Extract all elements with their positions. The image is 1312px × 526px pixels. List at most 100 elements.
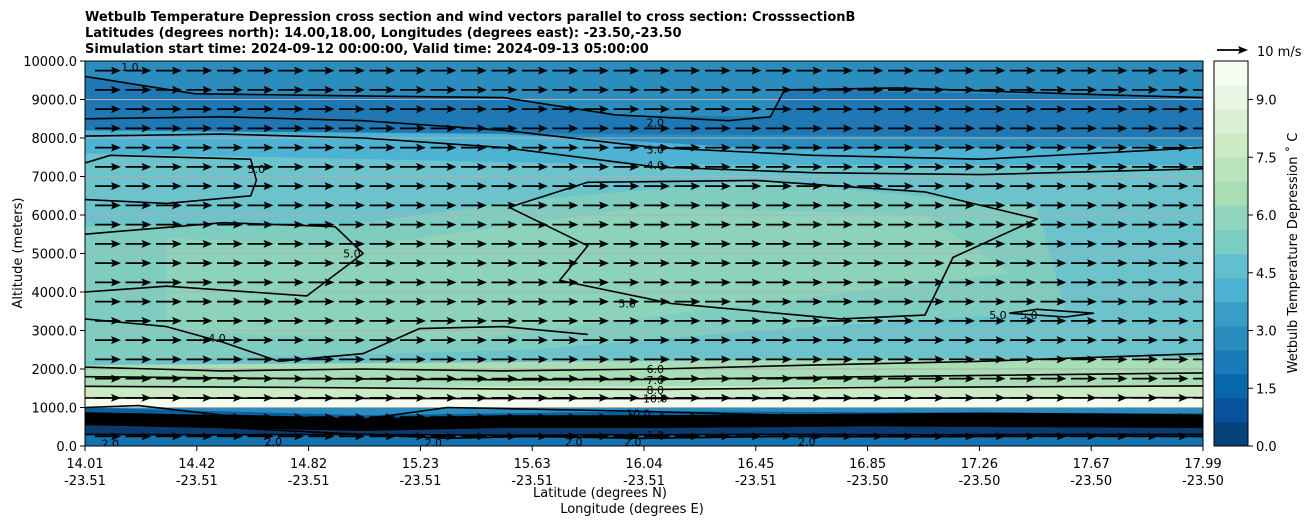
wind-vector-arrow-icon <box>1101 432 1128 441</box>
wind-vector-arrow-icon <box>766 201 792 210</box>
wind-vector-arrow-icon <box>522 201 548 210</box>
wind-vector-arrow-icon <box>125 201 152 210</box>
wind-vector-arrow-icon <box>125 124 152 133</box>
wind-vector-arrow-icon <box>1040 316 1067 325</box>
wind-vector-arrow-icon <box>430 316 457 325</box>
wind-vector-arrow-icon <box>949 259 975 268</box>
wind-vector-arrow-icon <box>308 374 335 383</box>
wind-vector-arrow-icon <box>857 432 884 441</box>
wind-vector-arrow-icon <box>156 393 182 402</box>
wind-vector-arrow-icon <box>857 355 884 364</box>
wind-vector-arrow-icon <box>400 374 426 383</box>
wind-vector-arrow-icon <box>308 66 335 75</box>
wind-vector-arrow-icon <box>400 162 426 171</box>
wind-vector-arrow-icon <box>827 239 853 248</box>
wind-vector-arrow-icon <box>888 143 914 152</box>
wind-vector-arrow-icon <box>674 182 701 191</box>
wind-vector-arrow-icon <box>705 278 731 287</box>
wind-vector-arrow-icon <box>369 316 396 325</box>
wind-vector-arrow-icon <box>217 143 243 152</box>
wind-vector-arrow-icon <box>247 162 274 171</box>
wind-vector-arrow-icon <box>369 336 396 345</box>
wind-vector-arrow-icon <box>644 239 670 248</box>
wind-vector-arrow-icon <box>583 297 609 306</box>
wind-vector-arrow-icon <box>430 336 457 345</box>
x-axis: 14.01 -23.51 14.42 -23.51 14.82 -23.51 15.23 -2… <box>64 446 1224 489</box>
chart-title: Wetbulb Temperature Depression cross sec… <box>85 10 855 57</box>
wind-vector-arrow-icon <box>156 239 182 248</box>
wind-vector-arrow-icon <box>827 259 853 268</box>
colorbar-ticks: 0.0 1.5 3.0 4.5 6.0 7.5 9.0 <box>1248 94 1277 455</box>
wind-vector-arrow-icon <box>186 220 213 229</box>
wind-vectors <box>95 66 1203 441</box>
wind-vector-arrow-icon <box>1010 162 1036 171</box>
wind-vector-arrow-icon <box>1162 374 1189 383</box>
colorbar-band-1 <box>1214 397 1248 423</box>
wind-vector-arrow-icon <box>1101 374 1128 383</box>
wind-vector-arrow-icon <box>369 143 396 152</box>
wind-vector-arrow-icon <box>1193 377 1203 380</box>
wind-vector-arrow-icon <box>918 393 945 402</box>
wind-vector-arrow-icon <box>1010 143 1036 152</box>
wind-vector-arrow-icon <box>644 432 670 441</box>
wind-vector-arrow-icon <box>705 297 731 306</box>
wind-vector-arrow-icon <box>400 316 426 325</box>
wind-vector-arrow-icon <box>278 278 304 287</box>
wind-vector-arrow-icon <box>583 162 609 171</box>
wind-vector-arrow-icon <box>796 182 823 191</box>
wind-vector-arrow-icon <box>857 162 884 171</box>
wind-vector-arrow-icon <box>339 297 365 306</box>
wind-vector-arrow-icon <box>217 239 243 248</box>
wind-vector-arrow-icon <box>766 162 792 171</box>
wind-vector-arrow-icon <box>1040 432 1067 441</box>
wind-vector-arrow-icon <box>125 239 152 248</box>
wind-vector-arrow-icon <box>918 182 945 191</box>
wind-vector-arrow-icon <box>278 374 304 383</box>
wind-vector-arrow-icon <box>217 162 243 171</box>
wind-vector-arrow-icon <box>918 374 945 383</box>
wind-vector-arrow-icon <box>1101 297 1128 306</box>
wind-vector-arrow-icon <box>95 355 121 364</box>
wind-vector-arrow-icon <box>613 374 640 383</box>
wind-vector-arrow-icon <box>1132 105 1158 114</box>
wind-vector-arrow-icon <box>827 316 853 325</box>
contour-label-20: 2.0 <box>798 435 816 448</box>
colorbar-tick-label: 7.5 <box>1256 151 1277 166</box>
wind-vector-arrow-icon <box>644 85 670 94</box>
wind-vector-arrow-icon <box>430 66 457 75</box>
wind-vector-arrow-icon <box>186 336 213 345</box>
wind-vector-arrow-icon <box>461 413 487 422</box>
wind-vector-arrow-icon <box>1040 413 1067 422</box>
wind-vector-arrow-icon <box>522 316 548 325</box>
wind-vector-arrow-icon <box>156 85 182 94</box>
wind-vector-arrow-icon <box>339 278 365 287</box>
wind-vector-arrow-icon <box>217 124 243 133</box>
wind-vector-arrow-icon <box>918 297 945 306</box>
wind-vector-arrow-icon <box>583 66 609 75</box>
wind-vector-arrow-icon <box>949 374 975 383</box>
contour-label-16: 2.0 <box>264 435 282 448</box>
wind-vector-arrow-icon <box>1162 182 1189 191</box>
wind-vector-arrow-icon <box>1010 124 1036 133</box>
wind-vector-arrow-icon <box>95 66 121 75</box>
wind-vector-arrow-icon <box>430 124 457 133</box>
wind-vector-arrow-icon <box>217 413 243 422</box>
wind-vector-arrow-icon <box>217 297 243 306</box>
wind-vector-arrow-icon <box>735 201 762 210</box>
wind-vector-arrow-icon <box>461 143 487 152</box>
wind-vector-arrow-icon <box>918 278 945 287</box>
wind-vector-arrow-icon <box>95 143 121 152</box>
wind-vector-arrow-icon <box>949 66 975 75</box>
wind-vector-arrow-icon <box>1162 316 1189 325</box>
wind-vector-arrow-icon <box>918 259 945 268</box>
wind-vector-arrow-icon <box>705 393 731 402</box>
wind-vector-arrow-icon <box>278 85 304 94</box>
wind-vector-arrow-icon <box>552 143 579 152</box>
wind-vector-arrow-icon <box>217 355 243 364</box>
wind-vector-arrow-icon <box>1040 220 1067 229</box>
wind-vector-arrow-icon <box>125 85 152 94</box>
wind-vector-arrow-icon <box>339 374 365 383</box>
wind-vector-arrow-icon <box>369 355 396 364</box>
wind-vector-arrow-icon <box>644 393 670 402</box>
wind-vector-arrow-icon <box>766 85 792 94</box>
